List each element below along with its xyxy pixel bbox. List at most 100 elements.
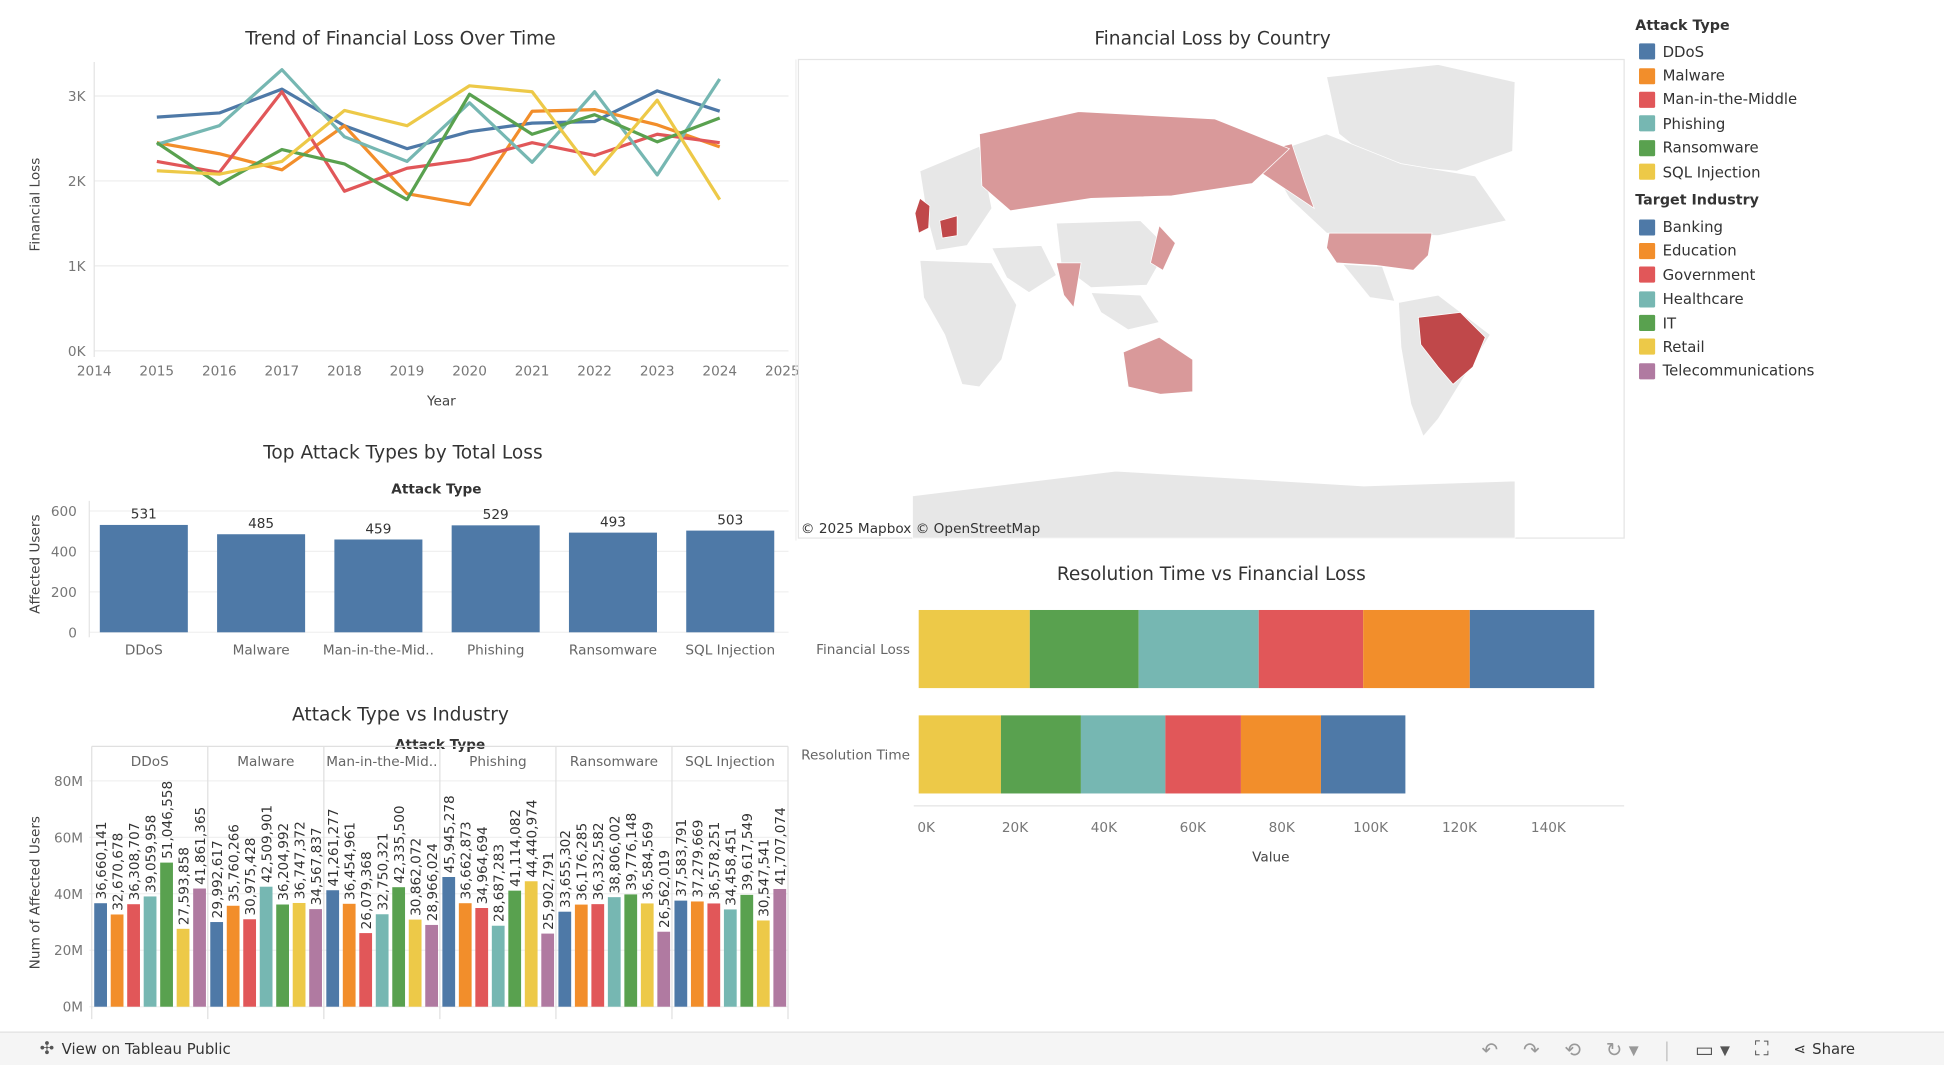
attack-industry-bar [574, 904, 588, 1007]
legend-industry-government[interactable]: Government [1634, 263, 1932, 287]
legend-attack-ddos[interactable]: DDoS [1634, 40, 1932, 64]
revert-icon[interactable]: ⟲ [1564, 1037, 1582, 1061]
legend-label: Phishing [1662, 115, 1726, 133]
legend-label: DDoS [1662, 43, 1705, 61]
attack-industry-bar [541, 933, 555, 1007]
legend-industry-telecommunications[interactable]: Telecommunications [1634, 359, 1932, 383]
trend-y-tick: 3K [68, 89, 87, 105]
trend-x-tick: 2017 [265, 364, 300, 380]
resolution-row-label: Resolution Time [801, 747, 910, 763]
attack-industry-bar [326, 890, 340, 1007]
view-on-tableau-link[interactable]: ✣ View on Tableau Public [40, 1039, 231, 1059]
resolution-row-label: Financial Loss [816, 642, 910, 658]
attack-industry-bar [342, 903, 356, 1007]
view-label: View on Tableau Public [61, 1040, 231, 1058]
attack-industry-bar [524, 881, 538, 1007]
attack-industry-bar [292, 902, 306, 1007]
attack-industry-value-label: 37,279,669 [691, 820, 707, 898]
legend-attack-phishing[interactable]: Phishing [1634, 112, 1932, 136]
attack-industry-value-label: 41,114,082 [508, 809, 524, 887]
attack-industry-bar [475, 908, 489, 1007]
attack-industry-bar [491, 925, 505, 1007]
middle-east-shape [991, 245, 1057, 294]
attack-industry-bar [408, 919, 422, 1007]
attack-industry-y-tick: 20M [54, 943, 83, 959]
resolution-x-tick: 100K [1353, 820, 1389, 836]
legend-label: Education [1662, 242, 1737, 260]
attack-industry-value-label: 42,335,500 [392, 805, 408, 883]
legend-attack-malware[interactable]: Malware [1634, 64, 1932, 88]
attack-industry-value-label: 41,861,365 [193, 807, 209, 885]
resolution-x-tick: 140K [1531, 820, 1567, 836]
legend-industry-retail[interactable]: Retail [1634, 335, 1932, 359]
resolution-bar-segment-malware [1363, 609, 1470, 689]
attack-industry-value-label: 36,584,569 [641, 822, 657, 900]
attack-industry-bar [640, 903, 654, 1007]
trend-x-tick: 2025 [765, 364, 800, 380]
resolution-bar-segment-man-in-the-middle [1165, 715, 1241, 794]
attack-industry-bar [127, 904, 140, 1007]
mexico-shape [1341, 263, 1396, 302]
attack-industry-value-label: 30,862,072 [408, 838, 424, 916]
legend-attack-sql-injection[interactable]: SQL Injection [1634, 160, 1932, 184]
top-attack-category-label: Ransomware [569, 643, 657, 659]
download-icon[interactable]: ▭ ▾ [1694, 1037, 1730, 1061]
resolution-x-tick: 40K [1091, 820, 1118, 836]
attack-industry-value-label: 39,617,549 [740, 813, 756, 891]
attack-industry-bar [375, 914, 389, 1007]
resolution-bar-segment-ddos [1469, 609, 1595, 689]
legend-industry-banking[interactable]: Banking [1634, 215, 1932, 239]
legend-swatch [1639, 290, 1656, 308]
attack-industry-y-label: Num of Affected Users [28, 816, 44, 969]
legend-swatch [1639, 363, 1656, 380]
refresh-icon[interactable]: ↻ ▾ [1605, 1037, 1639, 1061]
attack-industry-value-label: 36,204,992 [276, 823, 292, 901]
attack-industry-value-label: 36,454,961 [342, 822, 358, 900]
mapbox-attribution[interactable]: © 2025 Mapbox [800, 520, 912, 537]
resolution-x-tick: 20K [1002, 820, 1029, 836]
tableau-footer: ✣ View on Tableau Public ↶ ↷ ⟲ ↻ ▾ | ▭ ▾… [0, 1031, 1944, 1065]
resolution-bar-segment-ransomware [1029, 609, 1139, 689]
legend-label: Man-in-the-Middle [1662, 91, 1798, 109]
map-attribution: © 2025 Mapbox © OpenStreetMap [801, 521, 1040, 537]
attack-industry-value-label: 35,760,266 [226, 824, 242, 902]
top-attack-value-label: 529 [483, 507, 509, 523]
legend-attack-ransomware[interactable]: Ransomware [1634, 136, 1932, 160]
resolution-x-tick: 80K [1269, 820, 1296, 836]
top-attack-value-label: 503 [717, 512, 743, 528]
attack-industry-value-label: 32,670,678 [110, 833, 126, 911]
trend-x-tick: 2016 [202, 364, 237, 380]
top-attack-value-label: 531 [131, 507, 157, 523]
legend-label: Malware [1662, 67, 1725, 85]
osm-attribution[interactable]: © OpenStreetMap [915, 520, 1041, 537]
attack-industry-title: Attack Type vs Industry [292, 704, 509, 725]
redo-icon[interactable]: ↷ [1522, 1037, 1540, 1061]
antarctica-shape [912, 470, 1516, 539]
legend-attack-man-in-the-middle[interactable]: Man-in-the-Middle [1634, 88, 1932, 112]
attack-industry-bar [392, 887, 406, 1007]
attack-industry-y-tick: 80M [54, 774, 83, 790]
legend-industry-education[interactable]: Education [1634, 239, 1932, 263]
attack-industry-value-label: 42,509,901 [259, 805, 275, 883]
india-shape [1055, 262, 1082, 309]
undo-icon[interactable]: ↶ [1481, 1037, 1499, 1061]
legend-industry-list: Banking Education Government Healthcare IT Re… [1634, 215, 1932, 383]
attack-industry-bar [674, 900, 688, 1007]
attack-industry-value-label: 36,332,582 [591, 822, 607, 900]
attack-industry-bar [624, 894, 638, 1007]
top-attack-category-label: Malware [233, 643, 290, 659]
legend-industry-healthcare[interactable]: Healthcare [1634, 287, 1932, 311]
attack-industry-bar [773, 888, 787, 1007]
southeast-asia-shape [1090, 292, 1160, 331]
top-attack-bar [686, 530, 775, 633]
canada-shape [1264, 133, 1507, 236]
legend-label: Telecommunications [1662, 362, 1815, 380]
attack-industry-value-label: 36,662,873 [459, 821, 475, 899]
fullscreen-icon[interactable]: ⛶ [1754, 1036, 1769, 1061]
trend-x-tick: 2020 [452, 364, 487, 380]
attack-industry-y-tick: 60M [54, 830, 83, 846]
trend-chart-title: Trend of Financial Loss Over Time [244, 29, 556, 50]
share-button[interactable]: ⋖ Share [1793, 1040, 1855, 1057]
legend-industry-it[interactable]: IT [1634, 311, 1932, 335]
trend-x-tick: 2024 [702, 364, 737, 380]
